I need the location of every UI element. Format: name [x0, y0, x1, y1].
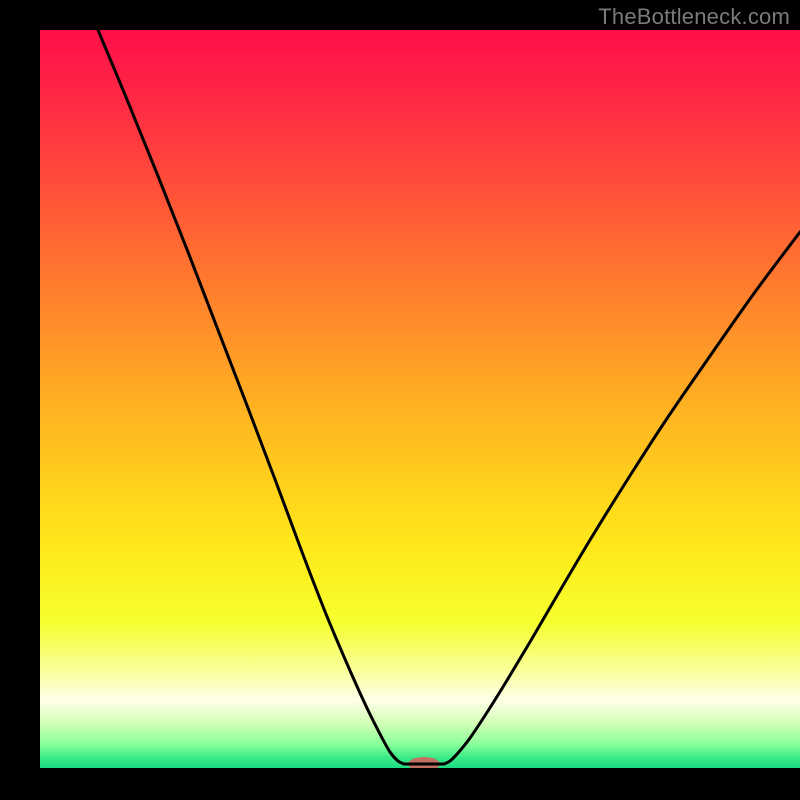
- watermark-text: TheBottleneck.com: [598, 4, 790, 30]
- plot-gradient-background: [38, 30, 800, 770]
- chart-container: TheBottleneck.com: [0, 0, 800, 800]
- chart-svg: [0, 0, 800, 800]
